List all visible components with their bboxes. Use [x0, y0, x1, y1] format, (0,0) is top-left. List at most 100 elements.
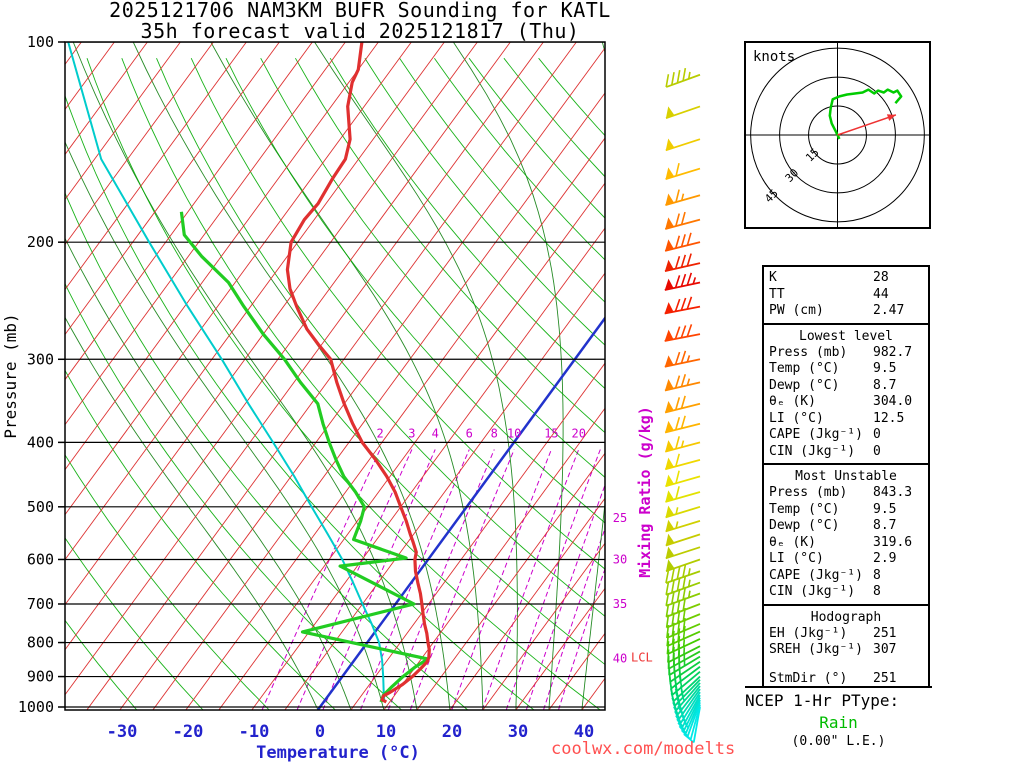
mixing-ratio-value-label: 20	[571, 426, 585, 440]
dry-adiabat	[434, 57, 605, 261]
wind-barb	[665, 105, 701, 120]
hodograph-ring	[779, 76, 896, 194]
isotherm	[65, 42, 280, 336]
lcl-label: LCL	[631, 651, 653, 665]
dry-adiabat	[295, 57, 605, 434]
isotherm	[185, 137, 605, 710]
mixing-ratio-line	[451, 449, 552, 710]
mixing-ratio-line	[558, 567, 605, 710]
mixing-ratio-line	[322, 449, 436, 710]
wind-barb	[665, 470, 701, 488]
wind-barb	[664, 272, 701, 291]
mixing-ratio-value-label: 10	[507, 426, 521, 440]
pressure-tick-label: 700	[27, 595, 54, 613]
wind-barb	[665, 163, 701, 180]
isotherm	[65, 42, 346, 426]
isotherm	[65, 42, 511, 651]
ptype-heading: NCEP 1-Hr PType:	[745, 691, 900, 710]
plot-border	[64, 41, 606, 711]
moist-adiabat	[132, 42, 451, 710]
temperature-axis-label: Temperature (°C)	[256, 743, 420, 763]
isotherm	[65, 42, 313, 381]
stat-label: StmDir (°)	[769, 670, 848, 686]
dry-adiabat	[399, 57, 605, 303]
stat-label: CIN (Jkg⁻¹)	[769, 584, 856, 599]
stat-value: 307	[873, 642, 897, 657]
isotherm	[251, 227, 605, 710]
stat-row: Dewp (°C) 8.7	[769, 378, 923, 395]
wind-barb	[664, 211, 701, 230]
pressure-tick-label: 200	[27, 233, 54, 251]
dewpoint-curve	[179, 211, 430, 703]
dry-adiabat	[65, 619, 138, 710]
wind-barb	[665, 67, 701, 88]
wind-barb	[665, 558, 701, 573]
stat-value: 251	[873, 625, 897, 641]
hodograph-trace	[828, 88, 903, 140]
wind-barb	[664, 296, 701, 315]
ptype-value: Rain	[819, 713, 858, 732]
wind-barb	[665, 486, 701, 503]
stat-label: PW (cm)	[769, 303, 824, 318]
title-line2: 35h forecast valid 2025121817 (Thu)	[140, 19, 580, 43]
stat-value: 2.47	[873, 303, 905, 318]
isotherm	[515, 587, 605, 710]
stat-label: Press (mb)	[769, 344, 848, 360]
isotherm	[449, 497, 605, 710]
ptype-block: NCEP 1-Hr PType: Rain (0.00" L.E.)	[745, 686, 932, 749]
wind-barb	[665, 138, 701, 152]
temperature-tick-label: -20	[173, 722, 204, 742]
stat-label: K	[769, 270, 777, 285]
isotherm	[152, 92, 605, 710]
stat-label: Dewp (°C)	[769, 518, 840, 533]
wind-barb	[664, 350, 701, 368]
pressure-tick-label: 600	[27, 550, 54, 568]
isotherm	[119, 47, 605, 710]
stat-label: EH (Jkg⁻¹)	[769, 625, 848, 641]
isotherm	[416, 452, 605, 710]
stat-row: CAPE (Jkg⁻¹) 8	[769, 568, 923, 585]
indices-box: K 28 TT 44 PW (cm) 2.47	[762, 265, 930, 325]
stat-row: EH (Jkg⁻¹) 251	[769, 626, 923, 643]
wind-barb	[665, 505, 701, 519]
dry-adiabat	[65, 369, 336, 710]
pressure-tick-label: 100	[27, 33, 54, 51]
isotherm	[86, 42, 577, 710]
hodograph-ring	[808, 105, 867, 165]
wind-barb	[664, 374, 701, 392]
hodograph-ring	[750, 47, 925, 223]
dry-adiabat	[121, 58, 605, 665]
moist-adiabat	[581, 42, 605, 710]
wind-barb	[665, 533, 701, 547]
mixing-ratio-line	[296, 449, 413, 710]
isotherm	[218, 182, 605, 710]
stat-value: 982.7	[873, 344, 913, 360]
stat-row: LI (°C) 2.9	[769, 551, 923, 568]
stat-label: Press (mb)	[769, 485, 848, 500]
stat-row: CAPE (Jkg⁻¹) 0	[769, 427, 923, 444]
mixing-ratio-line	[360, 449, 470, 710]
watermark: coolwx.com/modelts	[551, 739, 736, 759]
dry-adiabat	[260, 57, 605, 478]
stat-value: 9.5	[873, 501, 897, 517]
stat-row: K 28	[769, 270, 923, 287]
storm-motion-vector	[837, 114, 897, 136]
stat-label: LI (°C)	[769, 410, 824, 426]
isotherm	[65, 42, 445, 561]
wind-barb	[667, 644, 701, 664]
wind-barb	[665, 564, 701, 584]
moist-adiabat	[65, 237, 352, 710]
wind-barb	[665, 575, 701, 596]
stat-row: Temp (°C) 9.5	[769, 502, 923, 519]
mixing-ratio-line	[261, 449, 381, 710]
stat-value: 319.6	[873, 534, 913, 550]
zero-isotherm	[316, 316, 605, 710]
stat-row: LI (°C) 12.5	[769, 411, 923, 428]
stat-row: SREH (Jkg⁻¹) 307	[769, 642, 923, 659]
wetbulb-curve	[67, 42, 386, 703]
ptype-amount: (0.00" L.E.)	[791, 734, 886, 749]
stat-value: 8	[873, 567, 881, 583]
